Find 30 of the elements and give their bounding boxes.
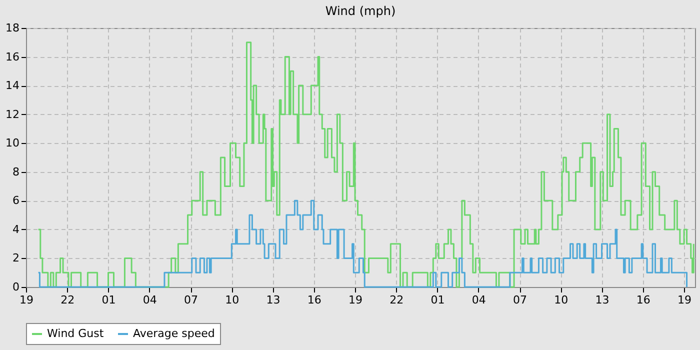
chart-title: Wind (mph) bbox=[325, 4, 396, 18]
x-tick-label: 10 bbox=[225, 294, 240, 306]
x-tick-label: 19 bbox=[348, 294, 363, 306]
y-tick-label: 16 bbox=[6, 50, 20, 64]
x-tick-label: 19 bbox=[20, 294, 34, 306]
x-tick-label: 04 bbox=[472, 294, 486, 306]
y-tick-label: 12 bbox=[6, 108, 20, 121]
x-tick-label: 19 bbox=[678, 294, 692, 306]
legend-label: Average speed bbox=[133, 327, 215, 340]
y-tick-label: 6 bbox=[12, 194, 20, 208]
x-tick-label: 16 bbox=[636, 294, 650, 306]
y-tick-label: 4 bbox=[12, 222, 20, 236]
x-tick-label: 13 bbox=[266, 294, 280, 306]
x-tick-label: 22 bbox=[60, 294, 75, 306]
x-tick-label: 07 bbox=[513, 294, 528, 306]
y-tick-label: 0 bbox=[12, 280, 20, 294]
x-tick-label: 04 bbox=[142, 294, 157, 306]
y-tick-label: 18 bbox=[6, 22, 20, 34]
y-tick-label: 8 bbox=[12, 165, 20, 178]
x-tick-label: 13 bbox=[595, 294, 610, 306]
x-tick-label: 01 bbox=[102, 294, 116, 306]
y-tick-label: 2 bbox=[12, 252, 20, 265]
x-tick-label: 10 bbox=[554, 294, 568, 306]
y-tick-label: 14 bbox=[6, 79, 20, 92]
y-tick-label: 10 bbox=[6, 136, 20, 150]
x-tick-label: 22 bbox=[390, 294, 404, 306]
x-tick-label: 16 bbox=[307, 294, 322, 306]
legend-label: Wind Gust bbox=[47, 327, 104, 340]
x-tick-label: 01 bbox=[430, 294, 445, 306]
x-tick-label: 07 bbox=[184, 294, 198, 306]
